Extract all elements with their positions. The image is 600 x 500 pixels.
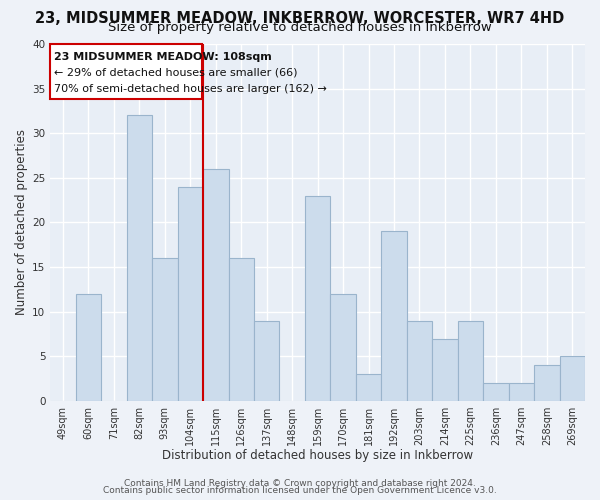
Bar — [152, 258, 178, 401]
Bar — [127, 116, 152, 401]
Bar — [76, 294, 101, 401]
Bar — [178, 187, 203, 401]
Y-axis label: Number of detached properties: Number of detached properties — [15, 130, 28, 316]
Text: Contains HM Land Registry data © Crown copyright and database right 2024.: Contains HM Land Registry data © Crown c… — [124, 478, 476, 488]
Text: Size of property relative to detached houses in Inkberrow: Size of property relative to detached ho… — [108, 22, 492, 35]
Bar — [229, 258, 254, 401]
Bar — [254, 320, 280, 401]
Bar — [458, 320, 483, 401]
Text: 23, MIDSUMMER MEADOW, INKBERROW, WORCESTER, WR7 4HD: 23, MIDSUMMER MEADOW, INKBERROW, WORCEST… — [35, 11, 565, 26]
Bar — [331, 294, 356, 401]
Bar — [509, 383, 534, 401]
Bar — [203, 169, 229, 401]
Text: 23 MIDSUMMER MEADOW: 108sqm: 23 MIDSUMMER MEADOW: 108sqm — [54, 52, 272, 62]
FancyBboxPatch shape — [50, 44, 202, 100]
Bar — [560, 356, 585, 401]
Bar — [356, 374, 381, 401]
Text: ← 29% of detached houses are smaller (66): ← 29% of detached houses are smaller (66… — [54, 68, 298, 78]
Text: Contains public sector information licensed under the Open Government Licence v3: Contains public sector information licen… — [103, 486, 497, 495]
Bar — [407, 320, 432, 401]
Bar — [305, 196, 331, 401]
Bar — [432, 338, 458, 401]
Text: 70% of semi-detached houses are larger (162) →: 70% of semi-detached houses are larger (… — [54, 84, 327, 94]
Bar — [483, 383, 509, 401]
X-axis label: Distribution of detached houses by size in Inkberrow: Distribution of detached houses by size … — [162, 450, 473, 462]
Bar — [381, 232, 407, 401]
Bar — [534, 366, 560, 401]
